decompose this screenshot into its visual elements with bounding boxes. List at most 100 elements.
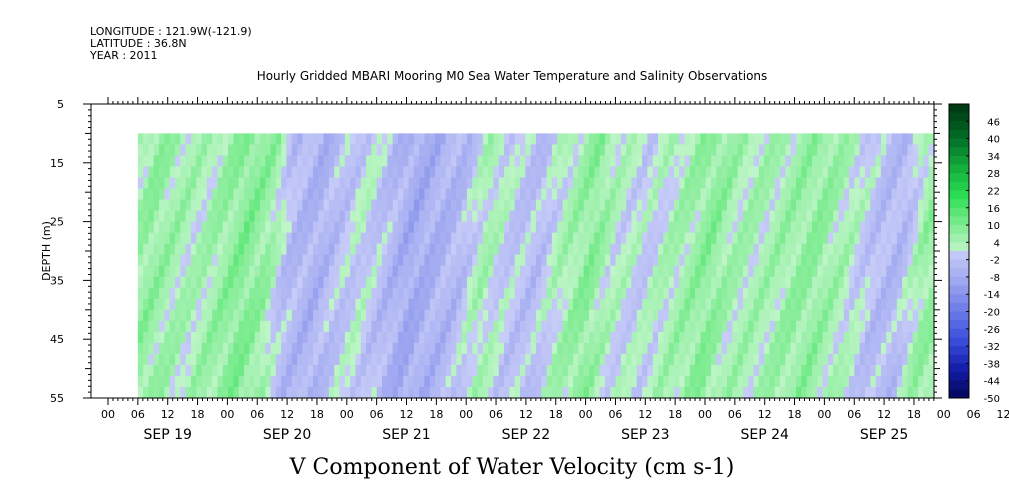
heatmap-cell xyxy=(541,375,548,388)
heatmap-cell xyxy=(589,133,595,146)
heatmap-cell xyxy=(137,320,144,333)
heatmap-cell xyxy=(408,331,415,344)
heatmap-cell xyxy=(658,199,664,212)
heatmap-cell xyxy=(785,177,792,190)
heatmap-cell xyxy=(254,133,261,146)
heatmap-cell xyxy=(567,287,574,300)
heatmap-cell xyxy=(620,232,627,245)
heatmap-cell xyxy=(827,144,834,157)
heatmap-cell xyxy=(769,331,776,344)
heatmap-cell xyxy=(530,210,537,223)
heatmap-cell xyxy=(413,232,420,245)
heatmap-cell xyxy=(408,320,415,333)
heatmap-cell xyxy=(419,320,426,333)
heatmap-cell xyxy=(796,276,802,289)
heatmap-cell xyxy=(928,221,935,234)
heatmap-cell xyxy=(360,287,367,300)
heatmap-cell xyxy=(631,353,638,366)
heatmap-cell xyxy=(923,254,930,267)
heatmap-cell xyxy=(313,199,319,212)
heatmap-cell xyxy=(270,199,277,212)
heatmap-cell xyxy=(196,298,203,311)
heatmap-cell xyxy=(286,188,293,201)
heatmap-cell xyxy=(711,210,717,223)
heatmap-cell xyxy=(817,342,824,355)
heatmap-cell xyxy=(716,188,723,201)
heatmap-cell xyxy=(281,331,288,344)
heatmap-cell xyxy=(817,177,824,190)
heatmap-cell xyxy=(817,386,824,399)
heatmap-cell xyxy=(854,265,861,278)
heatmap-cell xyxy=(169,254,176,267)
heatmap-cell xyxy=(918,155,924,168)
heatmap-cell xyxy=(334,375,341,388)
heatmap-cell xyxy=(297,177,303,190)
heatmap-cell xyxy=(169,386,176,399)
heatmap-cell xyxy=(148,199,155,212)
heatmap-cell xyxy=(700,276,707,289)
heatmap-cell xyxy=(196,221,203,234)
heatmap-cell xyxy=(137,331,144,344)
heatmap-cell xyxy=(334,221,341,234)
heatmap-cell xyxy=(679,243,686,256)
heatmap-cell xyxy=(350,298,357,311)
heatmap-cell xyxy=(286,386,293,399)
heatmap-cell xyxy=(695,232,702,245)
heatmap-cell xyxy=(774,309,781,322)
x-tick-label: 06 xyxy=(131,408,145,421)
colorbar-swatch xyxy=(949,155,969,165)
heatmap-cell xyxy=(509,210,516,223)
y-tick-label: 15 xyxy=(50,157,64,170)
heatmap-cell xyxy=(222,331,229,344)
heatmap-cell xyxy=(732,144,739,157)
heatmap-cell xyxy=(849,232,855,245)
heatmap-cell xyxy=(212,133,219,146)
heatmap-cell xyxy=(796,342,802,355)
heatmap-cell xyxy=(196,232,203,245)
heatmap-cell xyxy=(689,232,696,245)
heatmap-cell xyxy=(912,287,919,300)
heatmap-cell xyxy=(599,276,606,289)
heatmap-cell xyxy=(456,210,463,223)
heatmap-cell xyxy=(843,210,850,223)
heatmap-cell xyxy=(780,276,786,289)
heatmap-cell xyxy=(318,287,325,300)
heatmap-cell xyxy=(180,177,187,190)
heatmap-cell xyxy=(578,133,585,146)
heatmap-cell xyxy=(785,155,792,168)
heatmap-cell xyxy=(636,166,643,179)
colorbar-label: -44 xyxy=(984,377,1000,388)
heatmap-cell xyxy=(212,375,219,388)
heatmap-cell xyxy=(928,199,935,212)
heatmap-cell xyxy=(769,364,776,377)
heatmap-cell xyxy=(387,144,394,157)
heatmap-cell xyxy=(307,155,314,168)
heatmap-cell xyxy=(801,331,808,344)
heatmap-cell xyxy=(525,155,532,168)
heatmap-cell xyxy=(758,254,765,267)
heatmap-cell xyxy=(923,386,930,399)
heatmap-cell xyxy=(785,375,792,388)
heatmap-cell xyxy=(148,276,155,289)
heatmap-cell xyxy=(477,243,484,256)
heatmap-cell xyxy=(822,144,829,157)
heatmap-cell xyxy=(551,243,558,256)
heatmap-cell xyxy=(435,320,441,333)
heatmap-cell xyxy=(328,276,335,289)
heatmap-cell xyxy=(397,210,404,223)
heatmap-cell xyxy=(185,309,192,322)
heatmap-cell xyxy=(695,298,702,311)
heatmap-cell xyxy=(159,188,165,201)
heatmap-cell xyxy=(190,232,197,245)
colorbar-swatch xyxy=(949,294,969,304)
heatmap-cell xyxy=(785,221,792,234)
heatmap-cell xyxy=(769,386,776,399)
heatmap-cell xyxy=(912,386,919,399)
heatmap-cell xyxy=(344,232,351,245)
heatmap-cell xyxy=(827,254,834,267)
heatmap-cell xyxy=(217,353,224,366)
heatmap-cell xyxy=(408,144,415,157)
heatmap-cell xyxy=(206,144,213,157)
heatmap-cell xyxy=(684,243,691,256)
x-tick-label: 00 xyxy=(579,408,593,421)
